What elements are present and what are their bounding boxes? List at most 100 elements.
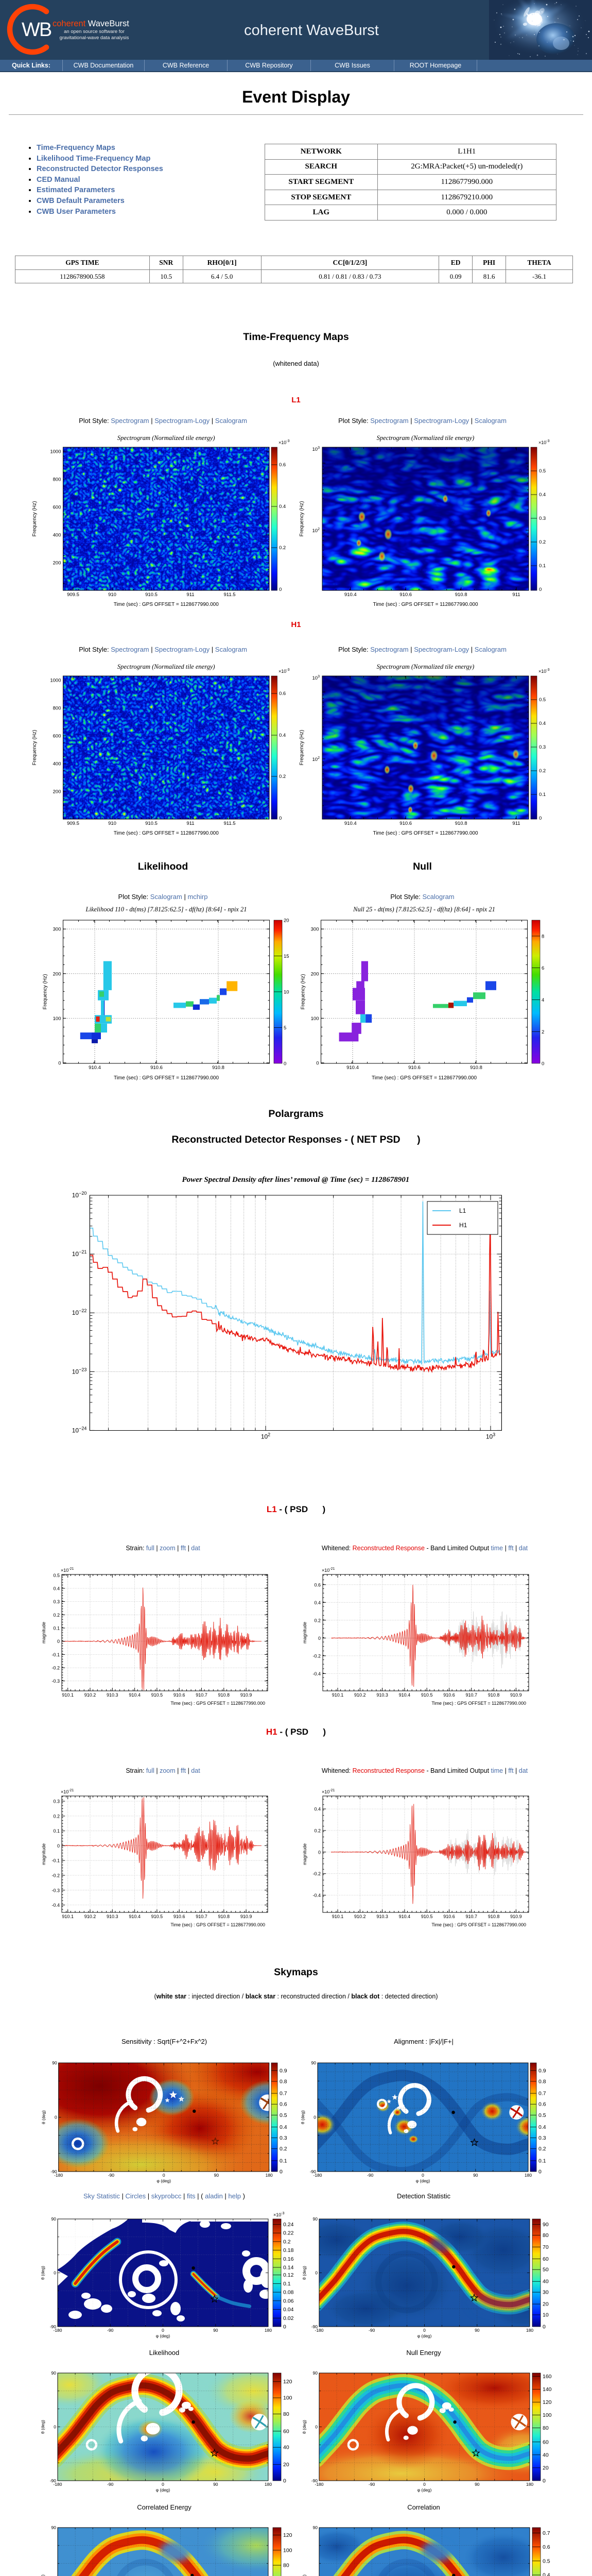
svg-text:90: 90 <box>475 2328 480 2333</box>
svg-text:φ (deg): φ (deg) <box>156 2178 171 2183</box>
svg-text:910.4: 910.4 <box>344 821 357 826</box>
svg-text:90: 90 <box>313 2370 318 2376</box>
svg-text:910: 910 <box>108 821 116 826</box>
svg-text:120: 120 <box>283 2379 292 2385</box>
svg-text:Frequency (Hz): Frequency (Hz) <box>299 501 305 537</box>
svg-text:Frequency (Hz): Frequency (Hz) <box>43 974 48 1010</box>
svg-text:-180: -180 <box>53 2482 62 2487</box>
svg-text:200: 200 <box>311 971 319 977</box>
svg-text:φ (deg): φ (deg) <box>417 2487 432 2493</box>
svg-text:8: 8 <box>542 934 544 939</box>
svg-text:-0.2: -0.2 <box>312 1653 321 1658</box>
svg-text:910.2: 910.2 <box>354 1914 366 1919</box>
svg-text:-90: -90 <box>50 2324 57 2329</box>
svg-text:400: 400 <box>53 761 61 767</box>
svg-text:0: 0 <box>539 816 542 821</box>
svg-text:an open source software for: an open source software for <box>64 29 125 35</box>
svg-text:Power Spectral Density after l: Power Spectral Density after lines’ remo… <box>182 1176 410 1184</box>
svg-text:910.8: 910.8 <box>218 1914 230 1919</box>
svg-text:911.5: 911.5 <box>223 821 235 826</box>
svg-text:60: 60 <box>543 2256 549 2262</box>
svg-text:Frequency (Hz): Frequency (Hz) <box>32 501 38 537</box>
svg-text:Spectrogram (Normalized tile e: Spectrogram (Normalized tile energy) <box>377 434 475 442</box>
svg-text:0.3: 0.3 <box>280 2135 287 2141</box>
svg-text:0.4: 0.4 <box>279 733 286 738</box>
svg-text:10−22: 10−22 <box>72 1308 87 1316</box>
svg-text:-0.1: -0.1 <box>51 1858 60 1863</box>
svg-text:910.4: 910.4 <box>346 1065 359 1071</box>
svg-text:0: 0 <box>55 2115 57 2120</box>
svg-text:0.4: 0.4 <box>539 492 546 498</box>
svg-text:911.5: 911.5 <box>223 592 235 598</box>
svg-text:0.2: 0.2 <box>53 1613 60 1618</box>
svg-text:0.8: 0.8 <box>538 2078 546 2084</box>
svg-text:20: 20 <box>283 2462 289 2468</box>
svg-text:911: 911 <box>512 821 520 826</box>
svg-text:0.4: 0.4 <box>543 2572 550 2576</box>
svg-text:0: 0 <box>58 1061 61 1066</box>
svg-text:Time (sec) : GPS OFFSET = 1128: Time (sec) : GPS OFFSET = 1128677990.000 <box>170 1922 265 1927</box>
svg-text:-180: -180 <box>315 2328 323 2333</box>
svg-text:10−20: 10−20 <box>72 1191 87 1199</box>
svg-text:910.5: 910.5 <box>145 592 158 598</box>
svg-text:0.2: 0.2 <box>53 1814 60 1819</box>
svg-text:Likelihood 110 - dt(ms) [7.812: Likelihood 110 - dt(ms) [7.8125:62.5] - … <box>85 906 247 913</box>
svg-text:0.3: 0.3 <box>539 744 546 750</box>
svg-text:200: 200 <box>53 789 61 795</box>
svg-text:0: 0 <box>316 1061 319 1066</box>
svg-text:φ (deg): φ (deg) <box>156 2333 170 2338</box>
svg-text:60: 60 <box>283 2428 289 2434</box>
svg-text:-90: -90 <box>369 2482 375 2487</box>
svg-text:-0.4: -0.4 <box>51 1903 60 1908</box>
svg-text:×10-21: ×10-21 <box>61 1567 74 1573</box>
svg-text:100: 100 <box>53 1016 61 1022</box>
svg-text:30: 30 <box>543 2290 549 2296</box>
svg-text:Frequency (Hz): Frequency (Hz) <box>32 730 38 766</box>
svg-text:Time (sec) : GPS OFFSET = 1128: Time (sec) : GPS OFFSET = 1128677990.000 <box>431 1701 526 1706</box>
svg-text:0.2: 0.2 <box>280 2146 287 2152</box>
svg-text:910.6: 910.6 <box>443 1692 455 1698</box>
svg-text:0: 0 <box>283 2478 286 2484</box>
svg-text:910.4: 910.4 <box>399 1914 411 1919</box>
svg-text:0.7: 0.7 <box>543 2530 550 2536</box>
svg-text:-90: -90 <box>108 2173 115 2178</box>
svg-text:0.5: 0.5 <box>543 2558 550 2564</box>
svg-text:0.02: 0.02 <box>283 2315 294 2321</box>
svg-text:-180: -180 <box>315 2482 323 2487</box>
svg-text:910.9: 910.9 <box>240 1692 252 1698</box>
svg-text:160: 160 <box>543 2374 552 2380</box>
svg-text:910.7: 910.7 <box>466 1914 478 1919</box>
svg-text:910.6: 910.6 <box>399 592 412 598</box>
svg-text:102: 102 <box>312 528 320 534</box>
svg-text:1000: 1000 <box>50 449 61 455</box>
svg-text:400: 400 <box>53 533 61 538</box>
svg-text:0: 0 <box>162 2328 164 2333</box>
svg-text:0.1: 0.1 <box>283 2281 291 2287</box>
svg-text:-90: -90 <box>107 2328 114 2333</box>
svg-text:0.4: 0.4 <box>53 1586 60 1591</box>
svg-text:-0.4: -0.4 <box>312 1893 321 1898</box>
svg-text:0: 0 <box>279 587 282 592</box>
svg-text:-90: -90 <box>311 2324 318 2329</box>
svg-text:1000: 1000 <box>50 678 61 684</box>
svg-text:90: 90 <box>311 2060 317 2065</box>
svg-text:910.2: 910.2 <box>84 1692 96 1698</box>
svg-text:0: 0 <box>279 816 282 821</box>
svg-text:0.9: 0.9 <box>538 2067 546 2074</box>
svg-text:-90: -90 <box>107 2482 114 2487</box>
svg-text:60: 60 <box>543 2439 549 2445</box>
svg-text:911: 911 <box>186 821 194 826</box>
svg-text:0: 0 <box>162 2482 164 2487</box>
svg-text:0.1: 0.1 <box>539 792 546 798</box>
svg-text:910.5: 910.5 <box>421 1692 433 1698</box>
svg-text:Time (sec) : GPS OFFSET = 1128: Time (sec) : GPS OFFSET = 1128677990.000 <box>114 602 219 607</box>
svg-text:90: 90 <box>313 2216 318 2222</box>
svg-text:L1: L1 <box>459 1207 466 1214</box>
svg-text:0: 0 <box>318 1636 321 1641</box>
svg-text:-90: -90 <box>50 2478 57 2483</box>
svg-text:103: 103 <box>312 446 320 452</box>
svg-text:50: 50 <box>543 2267 549 2273</box>
svg-text:0: 0 <box>543 2324 546 2330</box>
svg-text:0: 0 <box>423 2328 426 2333</box>
svg-text:-0.2: -0.2 <box>51 1666 60 1671</box>
